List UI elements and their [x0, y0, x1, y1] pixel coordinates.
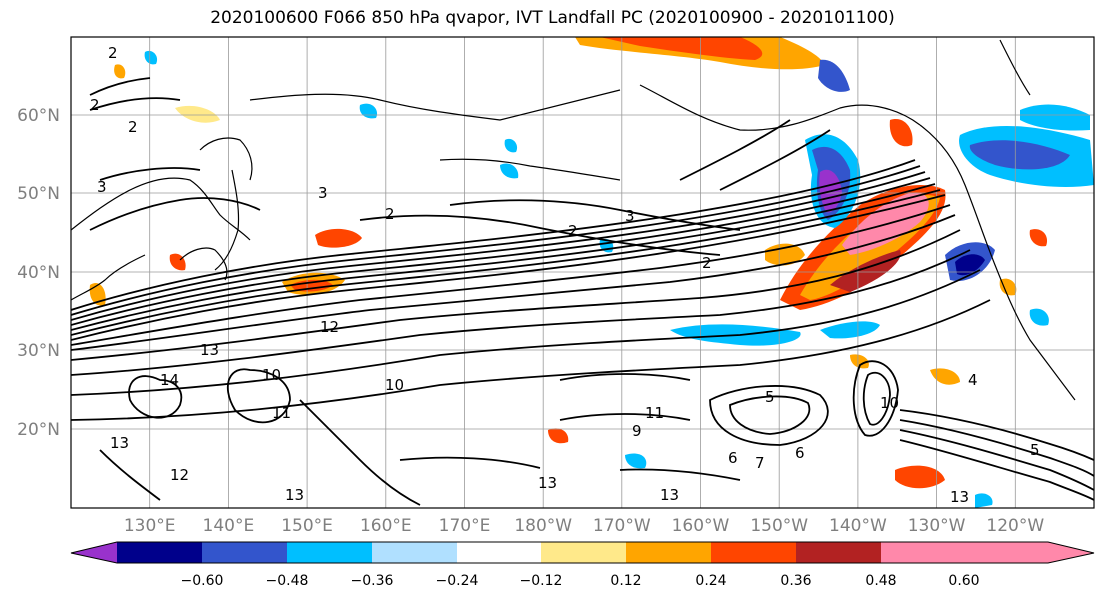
contour-label: 2	[108, 44, 118, 62]
lon-label: 140°E	[203, 516, 255, 536]
contour-label: 10	[262, 366, 281, 384]
lon-label: 130°W	[908, 516, 966, 536]
colorbar-segment	[541, 542, 626, 563]
contour-label: 7	[755, 454, 765, 472]
colorbar-tick-label: 0.36	[780, 573, 811, 589]
contour-label: 9	[632, 422, 642, 440]
colorbar-min-extend	[71, 542, 117, 563]
contour-label: 10	[880, 394, 899, 412]
colorbar-tick-label: 0.24	[695, 573, 726, 589]
contour-labels: 2 2 2 3 3 2 3 2 2 12 13 14 10 11 12 13 1…	[90, 44, 1040, 506]
lon-label: 170°W	[593, 516, 651, 536]
latitude-labels: 60°N 50°N 40°N 30°N 20°N	[17, 106, 60, 440]
colorbar-outline	[70, 541, 1095, 564]
contour-label: 3	[625, 207, 635, 225]
contour-label: 10	[385, 376, 404, 394]
colorbar-ticks: −0.60 −0.48 −0.36 −0.24 −0.12 0.12 0.24 …	[181, 573, 980, 589]
contour-label: 11	[272, 404, 291, 422]
lat-label: 40°N	[17, 263, 60, 283]
contour-label: 4	[968, 371, 978, 389]
map-panel: 2 2 2 3 3 2 3 2 2 12 13 14 10 11 12 13 1…	[71, 37, 1094, 508]
colorbar-tick-label: −0.60	[181, 573, 224, 589]
colorbar-tick-label: −0.36	[351, 573, 394, 589]
contour-label: 13	[285, 486, 304, 504]
contour-label: 13	[110, 434, 129, 452]
lat-label: 60°N	[17, 106, 60, 126]
contour-label: 3	[97, 178, 107, 196]
contour-label: 12	[320, 318, 339, 336]
contour-label: 2	[568, 222, 578, 240]
contour-label: 2	[90, 96, 100, 114]
contour-label: 13	[200, 341, 219, 359]
colorbar-segment	[117, 542, 202, 563]
map-title: 2020100600 F066 850 hPa qvapor, IVT Land…	[210, 8, 895, 28]
colorbar-segment	[372, 542, 457, 563]
lon-label: 150°E	[281, 516, 333, 536]
lat-label: 30°N	[17, 341, 60, 361]
contour-label: 6	[795, 444, 805, 462]
map-frame	[70, 36, 1095, 509]
contour-label: 3	[318, 184, 328, 202]
colorbar-tick-label: 0.12	[610, 573, 641, 589]
contour-label: 14	[160, 371, 179, 389]
contour-label: 13	[950, 488, 969, 506]
colorbar-max-extend	[964, 542, 1094, 563]
lon-label: 170°E	[439, 516, 491, 536]
contour-label: 2	[128, 118, 138, 136]
contour-label: 13	[538, 474, 557, 492]
lon-label: 120°W	[986, 516, 1044, 536]
lon-label: 130°E	[124, 516, 176, 536]
colorbar-tick-label: −0.24	[436, 573, 479, 589]
graticule	[71, 37, 1094, 508]
contour-label: 12	[170, 466, 189, 484]
ivt-contours	[71, 77, 1094, 506]
contour-label: 13	[660, 486, 679, 504]
longitude-labels: 130°E 140°E 150°E 160°E 170°E 180°W 170°…	[124, 516, 1045, 536]
colorbar-segment	[457, 542, 541, 563]
colorbar-tick-label: −0.12	[520, 573, 563, 589]
colorbar-segment	[711, 542, 796, 563]
contour-label: 6	[728, 449, 738, 467]
contour-label: 11	[645, 404, 664, 422]
colorbar-tick-label: 0.60	[948, 573, 979, 589]
colorbar-tick-label: 0.48	[865, 573, 896, 589]
lat-label: 50°N	[17, 184, 60, 204]
colorbar-segment	[626, 542, 711, 563]
contour-label: 2	[702, 254, 712, 272]
lon-label: 160°E	[360, 516, 412, 536]
colorbar: −0.60 −0.48 −0.36 −0.24 −0.12 0.12 0.24 …	[70, 541, 1095, 589]
coastlines	[71, 39, 1076, 401]
lon-label: 160°W	[672, 516, 730, 536]
colorbar-segment	[287, 542, 372, 563]
lon-label: 140°W	[829, 516, 887, 536]
lon-label: 180°W	[514, 516, 572, 536]
lon-label: 150°W	[750, 516, 808, 536]
contour-label: 5	[765, 388, 775, 406]
colorbar-segment	[881, 542, 964, 563]
lat-label: 20°N	[17, 420, 60, 440]
contour-label: 5	[1030, 441, 1040, 459]
colorbar-segment	[796, 542, 881, 563]
colorbar-tick-label: −0.48	[266, 573, 309, 589]
contour-label: 2	[385, 205, 395, 223]
colorbar-segment	[202, 542, 287, 563]
shaded-anomaly-fields	[89, 37, 1094, 508]
